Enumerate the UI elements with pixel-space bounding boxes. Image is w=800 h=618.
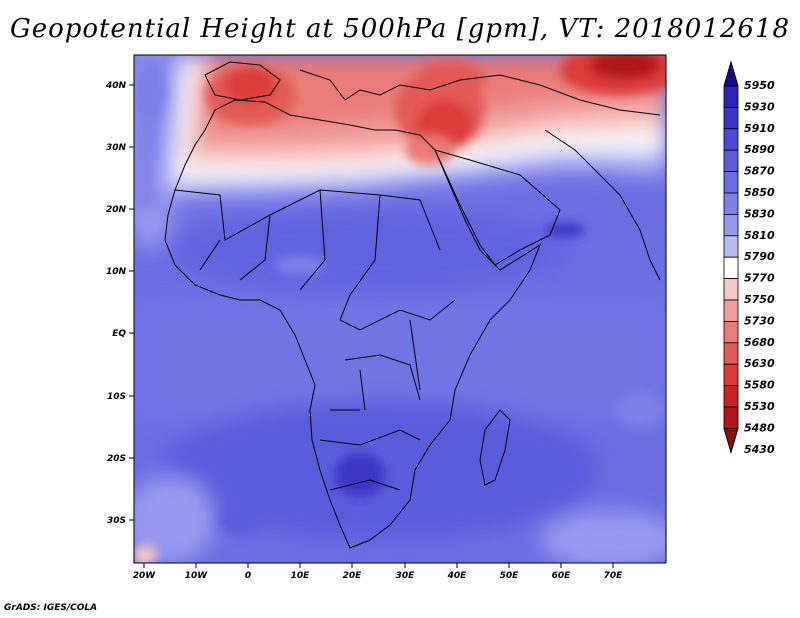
- colorbar-label: 5530: [744, 400, 775, 413]
- colorbar-label: 5810: [744, 229, 775, 242]
- lat-tick-label: 30S: [107, 516, 126, 526]
- coastlines: [164, 61, 661, 549]
- colorbar-swatch: [723, 235, 739, 258]
- map-frame: [133, 54, 667, 564]
- lon-tick-label: 20E: [343, 571, 363, 581]
- colorbar-label: 5770: [744, 272, 775, 285]
- colorbar: 5950 5930 5910 5890 5870 5850 5830 5810 5790 5770…: [723, 60, 775, 456]
- lat-tick-label: 10S: [107, 392, 126, 402]
- lon-tick-label: 70E: [604, 571, 624, 581]
- colorbar-label: 5480: [744, 421, 775, 434]
- colorbar-swatch: [723, 107, 739, 130]
- lon-tick-label: 60E: [552, 571, 572, 581]
- colorbar-arrow-top: [723, 60, 739, 87]
- lat-tick-label: 20N: [106, 205, 127, 215]
- lon-tick-label: 10E: [291, 571, 311, 581]
- colorbar-swatch: [723, 128, 739, 151]
- colorbar-swatch: [723, 342, 739, 365]
- colorbar-label: 5850: [744, 186, 775, 199]
- lon-tick-label: 0: [245, 571, 251, 581]
- colorbar-swatch: [723, 320, 739, 344]
- lat-tick-label: 30N: [106, 143, 127, 153]
- colorbar-swatch: [723, 85, 739, 108]
- colorbar-label: 5730: [744, 314, 775, 327]
- lat-tick-label: 40N: [105, 81, 127, 91]
- lon-tick-label: 30E: [396, 571, 416, 581]
- grads-credit: GrADS: IGES/COLA: [4, 603, 98, 613]
- lon-tick-label: 10W: [185, 571, 209, 581]
- colorbar-label: 5750: [744, 293, 775, 306]
- colorbar-swatch: [723, 278, 739, 301]
- colorbar-swatch: [723, 406, 739, 429]
- map-title: Geopotential Height at 500hPa [gpm], VT:…: [9, 14, 791, 44]
- colorbar-label: 5430: [744, 443, 775, 456]
- colorbar-swatch: [723, 299, 739, 322]
- lat-tick-label: EQ: [112, 329, 126, 339]
- colorbar-label: 5830: [744, 207, 775, 220]
- height-field: [134, 55, 666, 563]
- colorbar-label: 5950: [744, 79, 775, 92]
- colorbar-label: 5680: [744, 336, 775, 349]
- colorbar-label: 5870: [744, 165, 775, 178]
- lon-axis: 20W 10W 0 10E 20E 30E 40E 50E 60E 70E: [133, 571, 623, 581]
- lat-tick-label: 10N: [106, 267, 127, 277]
- colorbar-swatch: [723, 213, 739, 237]
- colorbar-arrow-bottom: [723, 427, 739, 455]
- colorbar-swatch: [723, 256, 739, 280]
- lon-tick-label: 50E: [500, 571, 520, 581]
- colorbar-label: 5630: [744, 357, 775, 370]
- colorbar-label: 5890: [744, 143, 775, 156]
- tick-marks: [129, 84, 614, 568]
- colorbar-swatch: [723, 171, 739, 194]
- lat-tick-label: 20S: [107, 454, 126, 464]
- lon-tick-label: 20W: [133, 571, 157, 581]
- colorbar-swatch: [723, 363, 739, 387]
- colorbar-label: 5580: [744, 379, 775, 392]
- colorbar-swatch: [723, 192, 739, 215]
- colorbar-swatch: [723, 149, 739, 172]
- colorbar-swatch: [723, 385, 739, 408]
- colorbar-label: 5790: [744, 250, 775, 263]
- lat-axis: 40N 30N 20N 10N EQ 10S 20S 30S: [105, 81, 127, 526]
- colorbar-label: 5910: [744, 122, 775, 135]
- lon-tick-label: 40E: [447, 571, 468, 581]
- colorbar-label: 5930: [744, 100, 775, 113]
